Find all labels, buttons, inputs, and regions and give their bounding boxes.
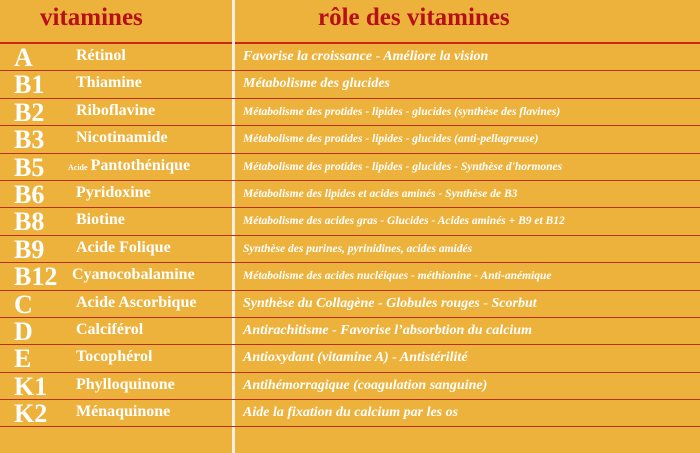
vitamin-name-text: Tocophérol xyxy=(76,348,153,366)
table-row: B6 Pyridoxine Métabolisme des lipides et a… xyxy=(0,179,700,209)
vitamin-name-text: Pyridoxine xyxy=(76,183,151,201)
vitamin-role: Métabolisme des glucides xyxy=(243,76,390,92)
vitamin-letter: B3 xyxy=(14,125,45,155)
table-row: B9 Acide Folique Synthèse des purines, pyr… xyxy=(0,234,700,264)
vitamin-name: Biotine xyxy=(76,211,125,229)
vitamin-name: Acide Ascorbique xyxy=(76,294,196,312)
table-header: vitamines rôle des vitamines xyxy=(0,0,700,44)
vitamin-letter: B12 xyxy=(14,262,58,292)
vitamin-name: Cyanocobalamine xyxy=(72,266,195,284)
vitamin-letter: B9 xyxy=(14,234,45,264)
table-row: K2 Ménaquinone Aide la fixation du calcium… xyxy=(0,399,700,429)
vitamin-role: Antirachitisme - Favorise l’absorbtion d… xyxy=(243,322,532,338)
vitamin-name-text: Acide Folique xyxy=(76,238,171,256)
vitamin-name-prefix: Acide xyxy=(68,162,88,172)
vitamin-name-text: Riboflavine xyxy=(76,101,156,119)
vitamin-role: Synthèse des purines, pyrinidines, acide… xyxy=(243,242,473,255)
vitamin-name: Rétinol xyxy=(76,47,126,65)
vitamin-role: Métabolisme des protides - lipides - glu… xyxy=(243,160,563,173)
vitamin-name: Calciférol xyxy=(76,321,143,339)
vitamin-name: Ménaquinone xyxy=(76,403,170,421)
vitamin-table: A Rétinol Favorise la croissance - Amélior… xyxy=(0,43,700,429)
table-row: E Tocophérol Antioxydant (vitamine A) - A… xyxy=(0,344,700,374)
vitamin-name: Phylloquinone xyxy=(76,376,175,394)
vitamin-name: Pyridoxine xyxy=(76,184,151,202)
vitamin-letter: K2 xyxy=(14,399,48,429)
vitamin-role: Métabolisme des acides gras - Glucides -… xyxy=(243,215,565,228)
vitamin-letter: K1 xyxy=(14,371,48,401)
vitamin-name-text: Pantothénique xyxy=(90,156,191,174)
vitamin-role: Synthèse du Collagène - Globules rouges … xyxy=(243,295,537,311)
table-row: D Calciférol Antirachitisme - Favorise l’a… xyxy=(0,316,700,346)
header-role: rôle des vitamines xyxy=(318,4,510,31)
vitamin-role: Métabolisme des lipides et acides aminés… xyxy=(243,187,518,200)
table-row: B5 Acide Pantothénique Métabolisme des prot… xyxy=(0,154,700,181)
vitamin-role: Antihémorragique (coagulation sanguine) xyxy=(243,377,488,393)
vitamin-name: Riboflavine xyxy=(76,102,155,120)
column-divider xyxy=(232,0,235,453)
vitamin-role: Favorise la croissance - Améliore la vis… xyxy=(243,49,489,64)
vitamin-name: Thiamine xyxy=(76,74,142,92)
vitamin-letter: B2 xyxy=(14,97,45,127)
vitamin-name-text: Ménaquinone xyxy=(76,403,171,421)
vitamin-letter: C xyxy=(14,289,33,319)
vitamin-letter: A xyxy=(14,43,33,72)
vitamin-name: Nicotinamide xyxy=(76,129,168,147)
table-row: C Acide Ascorbique Synthèse du Collagène -… xyxy=(0,291,700,318)
vitamin-name: Acide Pantothénique xyxy=(68,157,190,175)
vitamin-name-text: Rétinol xyxy=(76,47,126,64)
vitamin-role: Aide la fixation du calcium par les os xyxy=(243,405,459,421)
vitamin-letter: B5 xyxy=(14,152,45,182)
table-row: B2 Riboflavine Métabolisme des protides - … xyxy=(0,97,700,127)
table-row: K1 Phylloquinone Antihémorragique (coagula… xyxy=(0,371,700,401)
vitamin-role: Métabolisme des protides - lipides - glu… xyxy=(243,133,539,146)
header-vitamines: vitamines xyxy=(40,4,143,31)
vitamin-name-text: Cyanocobalamine xyxy=(72,266,195,284)
vitamin-letter: B1 xyxy=(14,70,45,100)
vitamin-name: Acide Folique xyxy=(76,239,171,257)
vitamin-name-text: Calciférol xyxy=(76,320,144,338)
vitamin-letter: B6 xyxy=(14,179,45,209)
table-row: A Rétinol Favorise la croissance - Amélior… xyxy=(0,43,700,72)
vitamin-name-text: Nicotinamide xyxy=(76,129,168,147)
table-row: B3 Nicotinamide Métabolisme des protides -… xyxy=(0,125,700,155)
table-row: B1 Thiamine Métabolisme des glucides xyxy=(0,70,700,100)
vitamin-letter: D xyxy=(14,316,33,346)
vitamin-role: Métabolisme des protides - lipides - glu… xyxy=(243,105,561,118)
vitamin-letter: E xyxy=(14,344,32,374)
vitamin-name-text: Acide Ascorbique xyxy=(76,293,197,311)
vitamin-role: Métabolisme des acides nucléiques - méth… xyxy=(243,270,552,283)
vitamin-name: Tocophérol xyxy=(76,348,152,366)
vitamin-name-text: Phylloquinone xyxy=(76,375,175,393)
vitamin-name-text: Biotine xyxy=(76,211,125,229)
table-row: B12 Cyanocobalamine Métabolisme des acides… xyxy=(0,262,700,292)
vitamin-name-text: Thiamine xyxy=(76,74,142,92)
vitamin-letter: B8 xyxy=(14,207,45,237)
vitamin-role: Antioxydant (vitamine A) - Antistérilité xyxy=(243,350,468,366)
table-row: B8 Biotine Métabolisme des acides gras - G… xyxy=(0,207,700,237)
